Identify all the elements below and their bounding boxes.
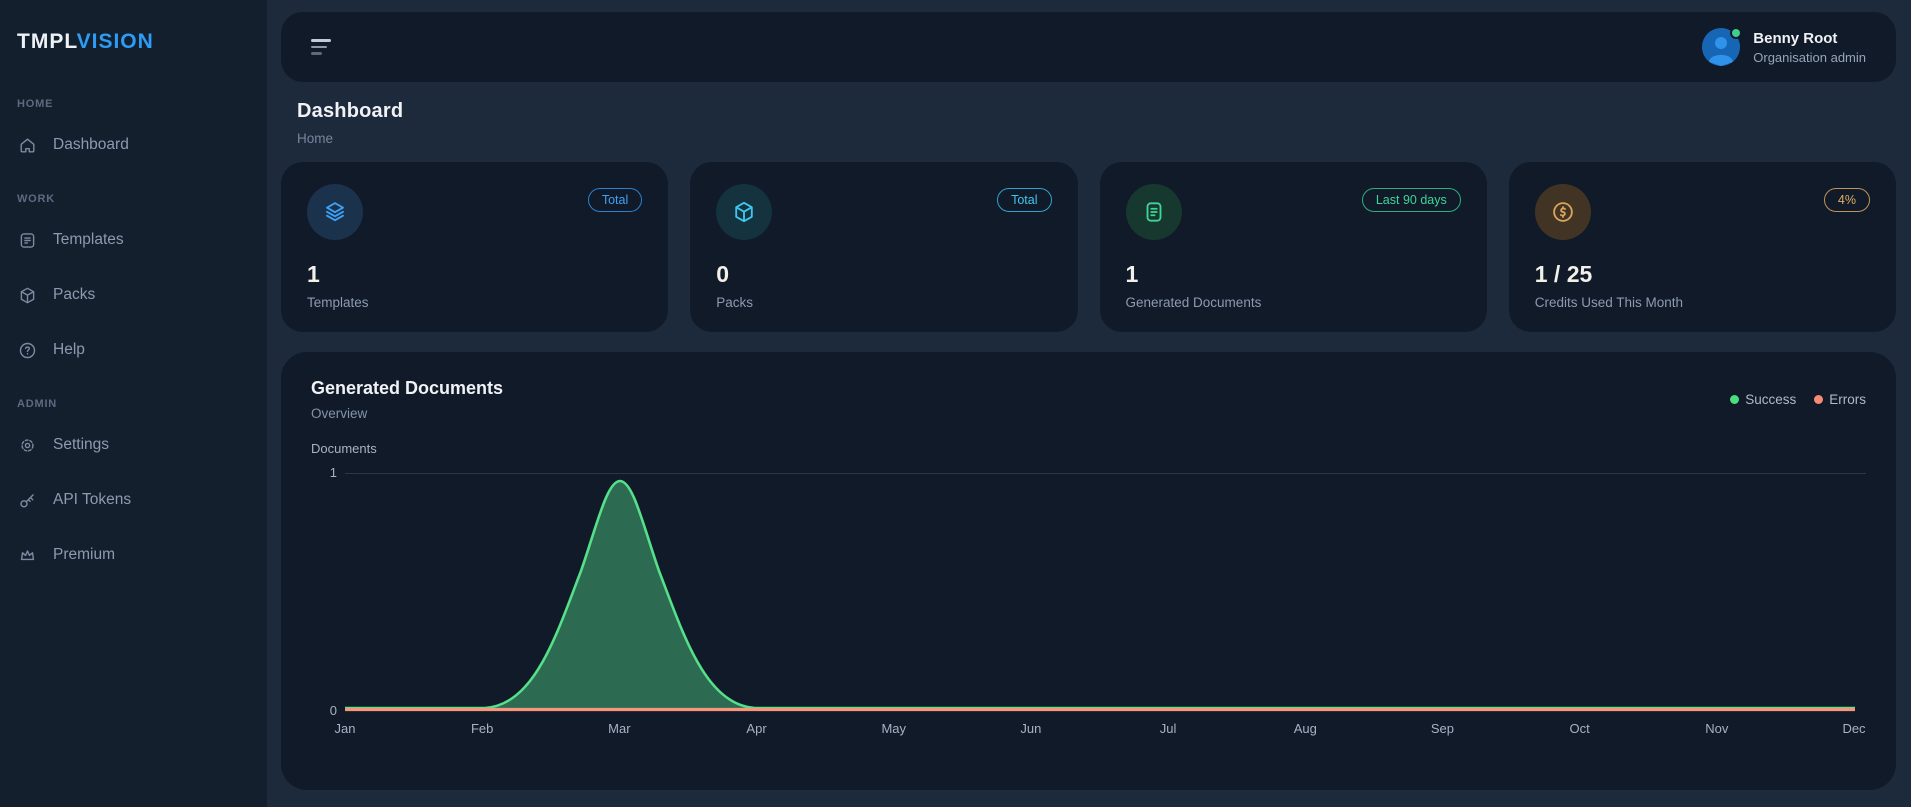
x-axis-label: Mar <box>608 721 631 736</box>
stat-card-templates: Total 1 Templates <box>281 162 669 332</box>
brand-logo[interactable]: TMPLVISION <box>0 30 267 54</box>
user-menu[interactable]: Benny Root Organisation admin <box>1702 27 1866 66</box>
sidebar-item-label: Templates <box>53 231 124 248</box>
area-chart-svg <box>345 473 1855 713</box>
templates-icon <box>20 232 35 248</box>
stat-value: 1 / 25 <box>1534 261 1593 287</box>
sidebar-item-label: Settings <box>53 436 110 453</box>
sidebar-item-label: API Tokens <box>53 491 132 508</box>
stat-label: Credits Used This Month <box>1534 295 1684 310</box>
gear-icon <box>21 438 34 452</box>
sidebar-item-settings[interactable]: Settings <box>0 433 267 457</box>
x-axis-label: Oct <box>1569 721 1590 736</box>
sidebar-item-label: Premium <box>53 546 116 563</box>
brand-secondary: VISION <box>76 30 154 53</box>
legend-label: Success <box>1745 392 1797 407</box>
status-badge: Total <box>587 188 643 212</box>
stat-label: Generated Documents <box>1125 295 1262 310</box>
chart-legend: Success Errors <box>1730 392 1866 407</box>
main-content: Benny Root Organisation admin Dashboard … <box>268 0 1911 807</box>
status-badge: Total <box>997 188 1052 212</box>
stat-label: Packs <box>716 295 754 310</box>
sidebar-item-help[interactable]: Help <box>0 338 267 362</box>
key-icon <box>20 493 34 507</box>
document-icon <box>1125 184 1182 240</box>
sidebar: TMPLVISION HOME Dashboard WORK Templates… <box>0 0 268 807</box>
layers-icon <box>307 184 363 240</box>
x-axis-label: Nov <box>1705 721 1729 736</box>
success-area-fill <box>345 481 1855 708</box>
x-axis-label: Jun <box>1020 721 1042 736</box>
success-line <box>345 481 1855 708</box>
y-axis-title: Documents <box>311 441 377 456</box>
topbar: Benny Root Organisation admin <box>281 12 1896 82</box>
breadcrumb[interactable]: Home <box>297 131 334 146</box>
crown-icon <box>20 549 35 560</box>
brand-primary: TMPL <box>17 30 77 53</box>
success-dot-icon <box>1730 395 1740 404</box>
stat-value: 1 <box>1125 261 1139 287</box>
sidebar-item-label: Dashboard <box>53 136 129 153</box>
y-axis-tick: 0 <box>329 703 337 718</box>
status-badge: 4% <box>1823 188 1870 212</box>
x-axis-label: May <box>881 721 906 736</box>
x-axis-label: Apr <box>746 721 767 736</box>
x-axis-label: Aug <box>1293 721 1317 736</box>
page-title: Dashboard <box>297 100 404 122</box>
chart-plot-area: Documents 1 0 Jan Feb Mar Apr May Jun Ju… <box>311 433 1866 790</box>
page-header: Dashboard Home <box>297 100 1896 146</box>
chart-title: Generated Documents <box>311 378 504 398</box>
sidebar-item-label: Help <box>53 341 85 358</box>
sidebar-item-api-tokens[interactable]: API Tokens <box>0 488 267 512</box>
sidebar-item-dashboard[interactable]: Dashboard <box>0 133 267 157</box>
legend-item-errors[interactable]: Errors <box>1814 392 1866 407</box>
errors-dot-icon <box>1814 395 1824 404</box>
gridline <box>345 473 1866 474</box>
legend-item-success[interactable]: Success <box>1730 392 1796 407</box>
x-axis-label: Jul <box>1159 721 1177 736</box>
person-icon <box>1702 28 1741 66</box>
sidebar-item-packs[interactable]: Packs <box>0 283 267 307</box>
x-axis-label: Sep <box>1430 721 1455 736</box>
x-axis-label: Jan <box>334 721 356 736</box>
legend-label: Errors <box>1829 392 1866 407</box>
sidebar-section-work: WORK <box>17 193 56 205</box>
cube-icon <box>20 287 35 303</box>
x-axis-label: Feb <box>470 721 494 736</box>
cube-icon <box>716 184 773 240</box>
sidebar-section-home: HOME <box>17 98 54 110</box>
stat-cards-row: Total 1 Templates Total 0 Packs <box>281 162 1896 332</box>
menu-toggle-icon[interactable] <box>311 39 331 55</box>
x-axis-label: Dec <box>1842 721 1866 736</box>
stat-value: 1 <box>307 261 320 287</box>
stat-card-credits: 4% 1 / 25 Credits Used This Month <box>1508 162 1896 332</box>
online-status-dot <box>1730 27 1743 39</box>
stat-card-generated-documents: Last 90 days 1 Generated Documents <box>1099 162 1487 332</box>
x-axis-labels: Jan Feb Mar Apr May Jun Jul Aug Sep Oct … <box>335 721 1866 739</box>
generated-documents-chart-card: Generated Documents Overview Success Err… <box>281 352 1896 790</box>
sidebar-item-premium[interactable]: Premium <box>0 543 267 567</box>
sidebar-section-admin: ADMIN <box>17 398 58 410</box>
home-icon <box>20 138 35 152</box>
chart-subtitle: Overview <box>311 406 368 421</box>
help-icon <box>19 342 36 358</box>
user-role: Organisation admin <box>1753 49 1866 65</box>
sidebar-item-label: Packs <box>53 286 96 303</box>
stat-value: 0 <box>716 261 730 287</box>
stat-card-packs: Total 0 Packs <box>690 162 1078 332</box>
coin-icon <box>1534 184 1591 240</box>
sidebar-item-templates[interactable]: Templates <box>0 228 267 252</box>
stat-label: Templates <box>307 295 369 310</box>
user-name: Benny Root <box>1753 29 1838 47</box>
y-axis-tick: 1 <box>329 465 337 480</box>
status-badge: Last 90 days <box>1361 188 1461 212</box>
